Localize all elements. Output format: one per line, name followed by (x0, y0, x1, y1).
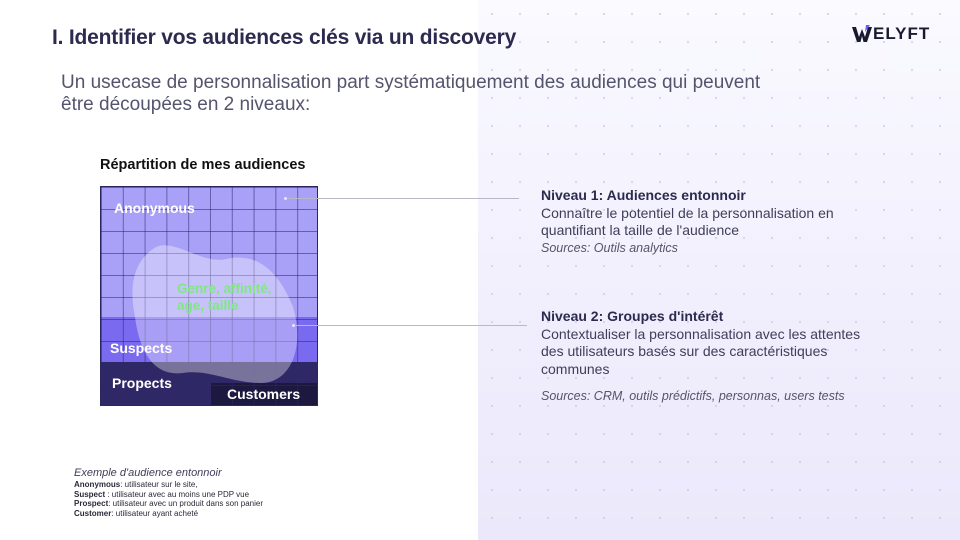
legend-row-anonymous: Anonymous: utilisateur sur le site, (74, 480, 263, 490)
level-1-sources: Sources: Outils analytics (541, 240, 678, 255)
welyft-logo: ELYFT (852, 24, 930, 44)
legend-term: Anonymous (74, 480, 121, 489)
label-anonymous: Anonymous (114, 200, 195, 216)
blob-label: Genre, affinité, age, taille (177, 281, 272, 313)
connector-dot-level-1 (284, 197, 287, 200)
connector-line-level-2 (293, 325, 527, 326)
label-prospects: Propects (112, 375, 172, 391)
legend-row-customer: Customer: utilisateur ayant acheté (74, 509, 263, 519)
connector-dot-level-2 (292, 324, 295, 327)
legend-def: : utilisateur sur le site, (120, 480, 198, 489)
level-2-sources: Sources: CRM, outils prédictifs, personn… (541, 389, 845, 403)
connector-line-level-1 (285, 198, 519, 199)
level-1-block: Niveau 1: Audiences entonnoir Connaître … (541, 187, 881, 257)
level-2-block: Niveau 2: Groupes d'intérêt Contextualis… (541, 308, 881, 406)
right-background-panel (478, 0, 960, 540)
level-2-body: Contextualiser la personnalisation avec … (541, 325, 861, 377)
chart-title: Répartition de mes audiences (100, 157, 306, 173)
grid-lines (101, 187, 317, 405)
label-customers: Customers (227, 386, 301, 402)
legend-title: Exemple d'audience entonnoir (74, 467, 222, 479)
logo-text: ELYFT (873, 24, 931, 43)
legend-term: Suspect (74, 489, 106, 499)
level-2-title: Niveau 2: Groupes d'intérêt (541, 308, 724, 324)
level-1-body: Connaître le potentiel de la personnalis… (541, 204, 834, 239)
level-1-title: Niveau 1: Audiences entonnoir (541, 187, 746, 203)
legend-row-prospect: Prospect: utilisateur avec un produit da… (74, 499, 263, 509)
slide-title: I. Identifier vos audiences clés via un … (52, 26, 517, 49)
interest-group-blob (132, 245, 298, 383)
legend-def: : utilisateur ayant acheté (111, 508, 199, 518)
label-suspects: Suspects (110, 340, 173, 356)
logo-w-mark-icon (852, 25, 872, 42)
legend-def: : utilisateur avec au moins une PDP vue (105, 489, 250, 499)
audience-grid: Anonymous Suspects Propects Customers Ge… (100, 186, 318, 406)
funnel-legend: Exemple d'audience entonnoir Anonymous: … (74, 466, 263, 518)
legend-row-suspect: Suspect : utilisateur avec au moins une … (74, 490, 263, 500)
legend-def: : utilisateur avec un produit dans son p… (108, 499, 263, 508)
legend-term: Prospect (74, 499, 109, 508)
slide-subtitle: Un usecase de personnalisation part syst… (61, 72, 761, 115)
legend-term: Customer (74, 508, 112, 518)
